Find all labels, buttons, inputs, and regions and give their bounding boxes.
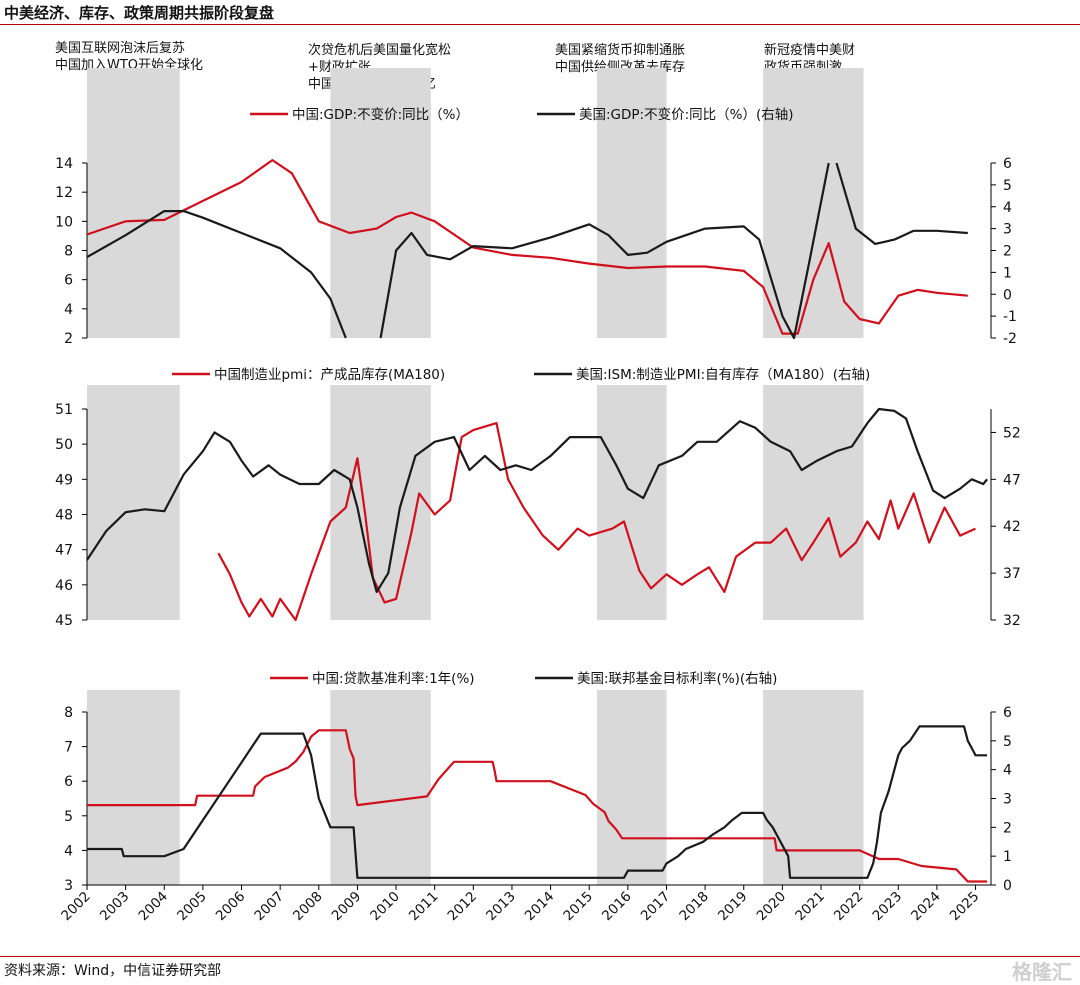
left-axis-tick-label: 50: [55, 437, 73, 453]
series-line-right: [835, 162, 968, 245]
legend-label: 美国:ISM:制造业PMI:自有库存（MA180）(右轴): [576, 367, 870, 383]
right-axis-tick-label: 2: [1003, 244, 1012, 260]
legend-label: 美国:联邦基金目标利率(%)(右轴): [577, 670, 777, 687]
left-axis-tick-label: 8: [64, 244, 73, 260]
x-axis-tick-label: 2017: [638, 889, 674, 925]
left-axis-tick-label: 3: [64, 878, 73, 894]
series-line-left: [87, 729, 988, 883]
right-axis-tick-label: 52: [1003, 425, 1021, 441]
x-axis-tick-label: 2013: [483, 889, 519, 925]
right-axis-tick-label: 3: [1003, 792, 1012, 808]
legend-label: 中国制造业pmi：产成品库存(MA180): [214, 367, 445, 383]
top-divider: [0, 24, 1080, 25]
x-axis-tick-label: 2011: [406, 889, 442, 925]
right-axis-tick-label: 47: [1003, 472, 1021, 488]
left-axis-tick-label: 10: [55, 214, 73, 230]
right-axis-tick-label: 1: [1003, 849, 1012, 865]
x-axis-tick-label: 2022: [831, 889, 867, 925]
left-axis-tick-label: 49: [55, 472, 73, 488]
shaded-period-band: [763, 690, 864, 885]
shaded-period-band: [596, 68, 667, 338]
x-axis-tick-label: 2005: [174, 889, 210, 925]
shaded-period-band: [763, 68, 864, 338]
legend-label: 中国:贷款基准利率:1年(%): [312, 670, 475, 687]
shaded-period-band: [87, 385, 180, 620]
x-axis-tick-label: 2014: [522, 889, 558, 925]
annotation-line: 美国互联网泡沫后复苏: [55, 41, 186, 56]
x-axis-tick-label: 2016: [599, 889, 635, 925]
x-axis-tick-label: 2003: [97, 889, 133, 925]
x-axis-tick-label: 2019: [715, 889, 751, 925]
shaded-period-band: [330, 690, 431, 885]
left-axis-tick-label: 12: [55, 185, 73, 201]
right-axis-tick-label: 1: [1003, 265, 1012, 281]
left-axis-tick-label: 48: [55, 508, 73, 524]
annotation-line: 新冠疫情中美财: [764, 43, 856, 58]
right-axis-tick-label: 5: [1003, 734, 1012, 750]
right-axis-tick-label: 0: [1003, 878, 1012, 894]
x-axis-tick-label: 2007: [251, 889, 287, 925]
x-axis-tick-label: 2009: [329, 889, 365, 925]
legend-label: 中国:GDP:不变价:同比（%）: [292, 107, 469, 123]
shaded-period-band: [87, 68, 180, 338]
x-axis-tick-label: 2008: [290, 889, 326, 925]
shaded-period-band: [763, 385, 864, 620]
x-axis-tick-label: 2025: [947, 889, 983, 925]
right-axis-tick-label: 5: [1003, 178, 1012, 194]
right-axis-tick-label: -1: [1003, 309, 1017, 325]
watermark-logo: 格隆汇: [1012, 960, 1072, 984]
left-axis-tick-label: 7: [64, 740, 73, 756]
series-line-right: [86, 210, 347, 339]
left-axis-tick-label: 45: [55, 613, 73, 629]
right-axis-tick-label: 3: [1003, 222, 1012, 238]
x-axis-tick-label: 2023: [870, 889, 906, 925]
left-axis-tick-label: 47: [55, 543, 73, 559]
series-line-right: [379, 162, 830, 340]
left-axis-tick-label: 51: [55, 402, 73, 418]
right-axis-tick-label: -2: [1003, 331, 1017, 347]
right-axis-tick-label: 6: [1003, 705, 1012, 721]
left-axis-tick-label: 46: [55, 578, 73, 594]
shaded-period-band: [330, 68, 431, 338]
series-line-left: [86, 159, 968, 335]
left-axis-tick-label: 5: [64, 809, 73, 825]
x-axis-tick-label: 2006: [213, 889, 249, 925]
bottom-divider: [0, 956, 1080, 957]
series-line-left: [217, 422, 976, 622]
series-line-right: [87, 725, 988, 879]
shaded-period-band: [596, 690, 667, 885]
right-axis-tick-label: 4: [1003, 763, 1012, 779]
left-axis-tick-label: 4: [64, 302, 73, 318]
source-note: 资料来源：Wind，中信证券研究部: [4, 963, 222, 979]
annotation-line: 美国紧缩货币抑制通胀: [555, 43, 686, 58]
x-axis-tick-label: 2021: [792, 889, 828, 925]
right-axis-tick-label: 42: [1003, 519, 1021, 535]
left-axis-tick-label: 4: [64, 843, 73, 859]
right-axis-tick-label: 0: [1003, 287, 1012, 303]
left-axis-tick-label: 6: [64, 774, 73, 790]
left-axis-tick-label: 6: [64, 273, 73, 289]
page-title: 中美经济、库存、政策周期共振阶段复盘: [4, 4, 275, 22]
legend-label: 美国:GDP:不变价:同比（%）(右轴): [579, 107, 794, 123]
x-axis-tick-label: 2018: [676, 889, 712, 925]
right-axis-tick-label: 4: [1003, 200, 1012, 216]
right-axis-tick-label: 2: [1003, 820, 1012, 836]
shaded-period-band: [87, 690, 180, 885]
x-axis-tick-label: 2020: [754, 889, 790, 925]
annotation-line: 次贷危机后美国量化宽松: [308, 43, 452, 58]
shaded-period-band: [596, 385, 667, 620]
x-axis-tick-label: 2012: [445, 889, 481, 925]
x-axis-tick-label: 2015: [560, 889, 596, 925]
left-axis-tick-label: 2: [64, 331, 73, 347]
left-axis-tick-label: 14: [55, 156, 73, 172]
right-axis-tick-label: 32: [1003, 613, 1021, 629]
x-axis-tick-label: 2024: [908, 889, 944, 925]
right-axis-tick-label: 6: [1003, 156, 1012, 172]
x-axis-tick-label: 2004: [135, 889, 171, 925]
series-line-right: [86, 407, 988, 593]
x-axis-tick-label: 2010: [367, 889, 403, 925]
left-axis-tick-label: 8: [64, 705, 73, 721]
right-axis-tick-label: 37: [1003, 566, 1021, 582]
